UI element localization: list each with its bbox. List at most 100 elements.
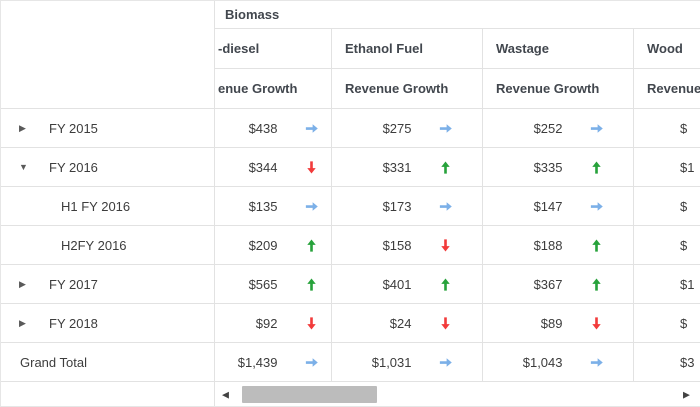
scrollbar-thumb[interactable]: [242, 386, 377, 403]
cell-value: $1: [680, 159, 695, 175]
value-cell[interactable]: $92: [215, 304, 332, 343]
measure-header-wood[interactable]: Revenue: [634, 69, 700, 109]
column-group-label: Biomass: [225, 7, 280, 22]
value-cell[interactable]: $: [634, 304, 700, 343]
row-header-fy2015[interactable]: ▶ FY 2015: [1, 109, 215, 148]
column-header-biodiesel[interactable]: -diesel: [215, 29, 332, 69]
value-cell[interactable]: $: [634, 109, 700, 148]
horizontal-scrollbar[interactable]: ◀ ▶: [215, 382, 700, 406]
trend-flat-icon: [438, 355, 453, 370]
expand-collapsed-icon[interactable]: ▶: [19, 278, 26, 289]
column-header-label: Wastage: [496, 41, 549, 56]
trend-flat-icon: [438, 121, 453, 136]
row-header-grand-total[interactable]: Grand Total: [1, 343, 215, 382]
value-cell[interactable]: $209: [215, 226, 332, 265]
value-cell[interactable]: $188: [483, 226, 634, 265]
column-header-wood[interactable]: Wood: [634, 29, 700, 69]
row-label: Grand Total: [20, 354, 87, 370]
measure-header-label: Revenue Growth: [496, 81, 600, 96]
row-header-fy2016[interactable]: ▼ FY 2016: [1, 148, 215, 187]
trend-flat-icon: [304, 199, 319, 214]
cell-value: $89: [540, 315, 563, 331]
expand-collapsed-icon[interactable]: ▶: [19, 317, 26, 328]
cell-value: $147: [533, 198, 563, 214]
measure-header-label: enue Growth: [218, 81, 298, 96]
cell-value: $331: [382, 159, 412, 175]
row-label: H2FY 2016: [61, 237, 127, 253]
trend-up-icon: [304, 238, 319, 253]
cell-value: $: [680, 198, 688, 214]
value-cell[interactable]: $24: [332, 304, 483, 343]
trend-down-icon: [438, 238, 453, 253]
cell-value: $92: [255, 315, 278, 331]
column-group-header-biomass[interactable]: Biomass: [215, 1, 700, 29]
cell-value: $438: [248, 120, 278, 136]
value-cell[interactable]: $331: [332, 148, 483, 187]
column-header-ethanol-fuel[interactable]: Ethanol Fuel: [332, 29, 483, 69]
cell-value: $1,043: [522, 354, 563, 370]
value-cell[interactable]: $3: [634, 343, 700, 382]
row-header-fy2017[interactable]: ▶ FY 2017: [1, 265, 215, 304]
scroll-left-icon[interactable]: ◀: [222, 389, 229, 399]
cell-value: $: [680, 237, 688, 253]
value-cell[interactable]: $252: [483, 109, 634, 148]
row-label: FY 2018: [49, 315, 98, 331]
value-cell[interactable]: $275: [332, 109, 483, 148]
row-header-fy2018[interactable]: ▶ FY 2018: [1, 304, 215, 343]
expand-collapsed-icon[interactable]: ▶: [19, 122, 26, 133]
value-cell[interactable]: $335: [483, 148, 634, 187]
row-header-h1-fy2016[interactable]: H1 FY 2016: [1, 187, 215, 226]
cell-value: $565: [248, 276, 278, 292]
row-header-h2-fy2016[interactable]: H2FY 2016: [1, 226, 215, 265]
value-cell[interactable]: $158: [332, 226, 483, 265]
cell-value: $252: [533, 120, 563, 136]
measure-header-biodiesel[interactable]: enue Growth: [215, 69, 332, 109]
measure-header-label: Revenue: [647, 81, 700, 96]
value-cell[interactable]: $344: [215, 148, 332, 187]
value-cell[interactable]: $401: [332, 265, 483, 304]
cell-value: $135: [248, 198, 278, 214]
value-cell[interactable]: $565: [215, 265, 332, 304]
value-cell[interactable]: $147: [483, 187, 634, 226]
cell-value: $24: [389, 315, 412, 331]
value-cell[interactable]: $: [634, 187, 700, 226]
trend-flat-icon: [589, 355, 604, 370]
measure-header-ethanol-fuel[interactable]: Revenue Growth: [332, 69, 483, 109]
value-cell[interactable]: $1,439: [215, 343, 332, 382]
trend-down-icon: [304, 316, 319, 331]
value-cell[interactable]: $1: [634, 265, 700, 304]
cell-value: $1,031: [371, 354, 412, 370]
cell-value: $335: [533, 159, 563, 175]
value-cell[interactable]: $438: [215, 109, 332, 148]
expand-expanded-icon[interactable]: ▼: [19, 161, 28, 172]
value-cell[interactable]: $1: [634, 148, 700, 187]
value-cell[interactable]: $135: [215, 187, 332, 226]
trend-up-icon: [589, 160, 604, 175]
column-header-wastage[interactable]: Wastage: [483, 29, 634, 69]
value-cell[interactable]: $367: [483, 265, 634, 304]
trend-up-icon: [304, 277, 319, 292]
trend-down-icon: [438, 316, 453, 331]
value-cell[interactable]: $173: [332, 187, 483, 226]
trend-flat-icon: [304, 355, 319, 370]
measure-header-label: Revenue Growth: [345, 81, 449, 96]
trend-flat-icon: [589, 121, 604, 136]
cell-value: $1: [680, 276, 695, 292]
value-cell[interactable]: $1,043: [483, 343, 634, 382]
trend-up-icon: [589, 238, 604, 253]
column-header-label: Wood: [647, 41, 683, 56]
trend-down-icon: [304, 160, 319, 175]
value-cell[interactable]: $1,031: [332, 343, 483, 382]
scroll-right-icon[interactable]: ▶: [683, 389, 690, 399]
value-cell[interactable]: $: [634, 226, 700, 265]
row-label: FY 2015: [49, 120, 98, 136]
measure-header-wastage[interactable]: Revenue Growth: [483, 69, 634, 109]
trend-flat-icon: [438, 199, 453, 214]
cell-value: $: [680, 315, 688, 331]
trend-flat-icon: [589, 199, 604, 214]
value-cell[interactable]: $89: [483, 304, 634, 343]
cell-value: $401: [382, 276, 412, 292]
bottom-left-blank-cell: [1, 382, 215, 406]
